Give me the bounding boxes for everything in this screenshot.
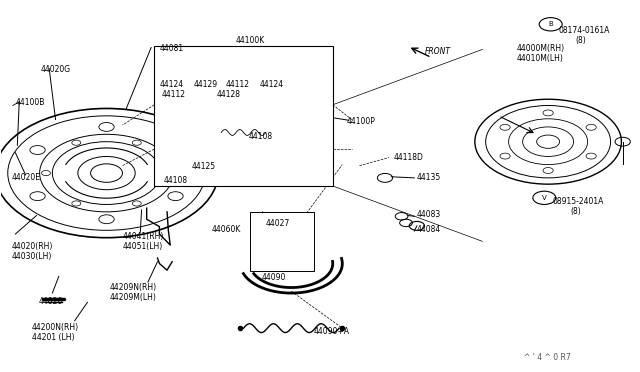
Text: V: V <box>542 195 547 201</box>
Text: 44000M(RH): 44000M(RH) <box>516 44 564 53</box>
Text: 08915-2401A: 08915-2401A <box>552 197 604 206</box>
Bar <box>250 212 314 271</box>
Text: 44112: 44112 <box>162 90 186 99</box>
Circle shape <box>540 17 562 31</box>
Text: 44108: 44108 <box>248 132 273 141</box>
Text: 44112: 44112 <box>226 80 250 89</box>
Text: (8): (8) <box>575 36 586 45</box>
Text: 44124: 44124 <box>259 80 284 89</box>
Text: 44020(RH): 44020(RH) <box>12 243 53 251</box>
Circle shape <box>533 191 556 205</box>
Text: 08174-0161A: 08174-0161A <box>559 26 611 35</box>
Text: B: B <box>548 21 553 27</box>
Text: 44125: 44125 <box>191 162 216 171</box>
Text: 44200N(RH): 44200N(RH) <box>32 323 79 331</box>
Text: 44128: 44128 <box>217 90 241 99</box>
Text: 44118D: 44118D <box>394 153 423 162</box>
Text: 44041(RH): 44041(RH) <box>122 232 164 241</box>
Text: 44100B: 44100B <box>15 99 45 108</box>
Text: (8): (8) <box>570 206 581 216</box>
Text: 44084: 44084 <box>417 225 441 234</box>
Text: 44209N(RH): 44209N(RH) <box>109 283 157 292</box>
Text: 44060K: 44060K <box>212 225 241 234</box>
Text: 44124: 44124 <box>159 80 184 89</box>
Text: FRONT: FRONT <box>425 47 451 56</box>
Text: 44020E: 44020E <box>12 173 40 182</box>
Text: 44209M(LH): 44209M(LH) <box>109 293 157 302</box>
Circle shape <box>213 115 274 150</box>
Circle shape <box>213 147 274 182</box>
Bar <box>154 46 333 186</box>
Text: ^ ' 4 ^ 0 R7: ^ ' 4 ^ 0 R7 <box>524 353 571 362</box>
Text: 44030(LH): 44030(LH) <box>12 252 52 262</box>
Text: 44201 (LH): 44201 (LH) <box>32 333 74 341</box>
Text: 44100K: 44100K <box>236 36 265 45</box>
Text: 44100P: 44100P <box>347 117 376 126</box>
Text: 44090: 44090 <box>261 273 285 282</box>
Text: 44081: 44081 <box>159 44 184 53</box>
Text: 44108: 44108 <box>164 176 188 185</box>
Text: 44083: 44083 <box>417 210 441 219</box>
Text: 44010M(LH): 44010M(LH) <box>516 54 563 63</box>
Text: 44051(LH): 44051(LH) <box>122 243 163 251</box>
Text: 44090+A: 44090+A <box>314 327 349 336</box>
Text: 44129: 44129 <box>194 80 218 89</box>
Text: 44020G: 44020G <box>41 65 71 74</box>
Text: 44026: 44026 <box>38 297 63 306</box>
Text: 44027: 44027 <box>266 219 290 228</box>
Text: 44135: 44135 <box>417 173 441 182</box>
